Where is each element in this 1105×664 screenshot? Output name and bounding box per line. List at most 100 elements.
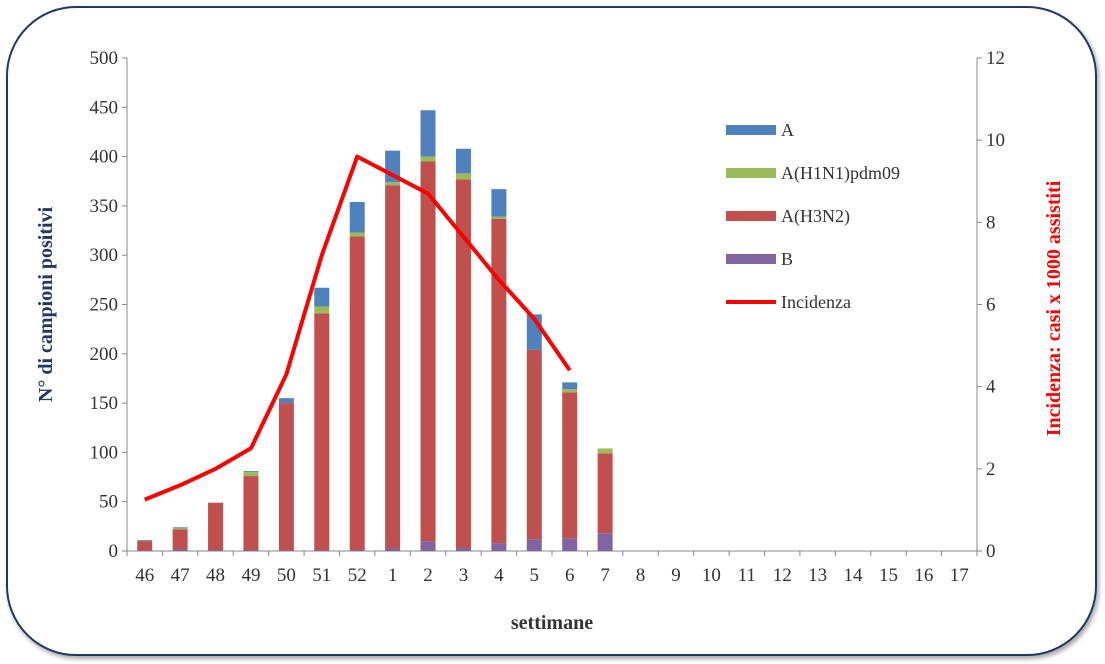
bar-segment [243,550,259,551]
legend-swatch [726,168,776,178]
bar-segment [385,185,401,549]
x-tick-label: 5 [530,565,540,586]
y-tick-label: 300 [90,245,119,266]
bar-segment [420,110,436,157]
x-tick-label: 13 [808,565,827,586]
axes [122,57,982,556]
bar-segment [491,543,507,551]
bar-segment [243,476,259,551]
bar-segment [314,287,330,307]
bar-segment [597,453,613,534]
bar-segment [385,548,401,551]
y2-tick-label: 2 [986,459,996,480]
y2-tick-label: 6 [986,295,996,316]
x-tick-label: 10 [702,565,721,586]
legend-label: A(H1N1)pdm09 [781,163,900,184]
y-tick-label: 200 [90,344,119,365]
legend-swatch [726,211,776,221]
bar-segment [562,538,578,551]
y2-tick-label: 10 [986,130,1005,151]
bar-segment [349,550,365,551]
y-tick-label: 250 [90,295,119,316]
bar-segment [349,201,365,233]
bar-segment [491,216,507,219]
bar-segment [314,550,330,551]
bar-segment [420,156,436,162]
incidence-line [143,154,572,502]
x-tick-label: 46 [135,565,154,586]
bar-segment [597,448,613,454]
bar-segment [420,161,436,542]
x-tick-label: 11 [738,565,756,586]
bar-segment [562,382,578,390]
y-tick-label: 400 [90,147,119,168]
legend-label: A(H3N2) [781,206,850,227]
x-tick-label: 4 [494,565,504,586]
x-tick-label: 3 [459,565,469,586]
bar-segment [420,541,436,551]
legend: A A(H1N1)pdm09 A(H3N2) B Incidenza [726,120,900,312]
legend-swatch [726,254,776,264]
x-tick-label: 51 [312,565,331,586]
y-axis-left-title: N° di campioni positivi [35,206,57,402]
y-axis-right-title: Incidenza: casi x 1000 assistiti [1043,180,1065,436]
x-tick-label: 1 [388,565,398,586]
y2-tick-label: 4 [986,377,996,398]
x-tick-label: 9 [671,565,681,586]
y-tick-label: 450 [90,97,119,118]
x-tick-label: 16 [914,565,933,586]
bar-segment [491,218,507,544]
x-tick-label: 49 [241,565,260,586]
legend-label: Incidenza [781,292,851,312]
bar-segment [314,306,330,314]
bar-segment [137,541,153,551]
legend-swatch [726,125,776,135]
chart-frame [6,6,1097,656]
x-tick-label: 50 [277,565,296,586]
bar-segment [526,539,542,551]
y2-tick-label: 8 [986,212,996,233]
bar-segment [208,550,224,551]
bar-segment [455,148,471,174]
x-tick-label: 6 [565,565,575,586]
bar-segment [349,232,365,237]
y2-tick-label: 12 [986,48,1005,69]
bar-segment [562,389,578,393]
x-tick-label: 52 [348,565,367,586]
bar-segment [243,471,259,473]
y-tick-label: 50 [99,492,118,513]
bar-segment [137,540,153,542]
tick-labels: 0501001502002503003504004505000246810124… [90,48,1006,586]
bar-segment [491,189,507,217]
bar-segment [455,173,471,180]
x-tick-label: 8 [636,565,646,586]
bar-segment [314,313,330,551]
bar-segment [278,403,294,551]
bar-segment [172,528,188,530]
bar-segment [597,533,613,551]
x-tick-label: 15 [879,565,898,586]
y2-tick-label: 0 [986,541,996,562]
bar-segment [278,398,294,404]
x-tick-label: 14 [844,565,864,586]
y-tick-label: 100 [90,442,119,463]
legend-label: B [781,249,793,269]
bar-segment [526,349,542,540]
y-tick-label: 350 [90,196,119,217]
x-axis-title: settimane [511,612,593,634]
x-tick-label: 47 [171,565,190,586]
y-tick-label: 0 [109,541,119,562]
legend-label: A [781,120,794,140]
bar-segment [562,392,578,539]
bar-segment [172,549,188,551]
bar-segment [455,179,471,549]
x-tick-label: 12 [773,565,792,586]
bar-segment [278,550,294,551]
x-tick-label: 7 [600,565,610,586]
bar-segment [385,182,401,186]
bar-segment [172,527,188,529]
bar-segment [349,236,365,551]
y-tick-label: 500 [90,48,119,69]
bar-segment [137,550,153,551]
y-tick-label: 150 [90,393,119,414]
